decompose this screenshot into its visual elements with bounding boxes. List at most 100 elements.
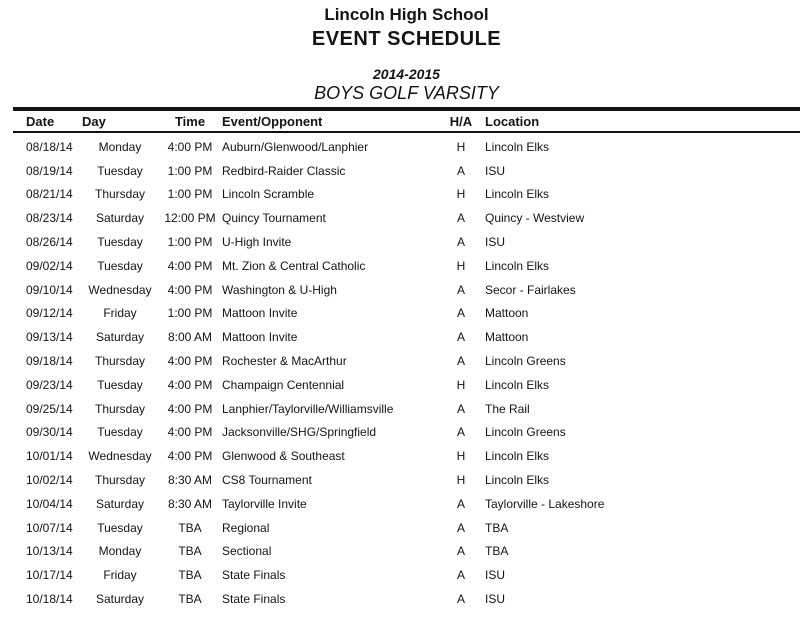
- row-date: 10/17/14: [26, 568, 73, 583]
- column-header-event: Event/Opponent: [222, 113, 323, 129]
- table-row: 10/17/14 Friday TBA State Finals A ISU: [0, 563, 800, 587]
- table-row: 09/10/14 Wednesday 4:00 PM Washington & …: [0, 278, 800, 302]
- row-date: 10/02/14: [26, 473, 73, 488]
- row-time: 8:30 AM: [167, 496, 213, 511]
- row-home-away: A: [456, 330, 465, 345]
- row-event: Auburn/Glenwood/Lanphier: [222, 139, 369, 154]
- row-day: Thursday: [94, 473, 146, 488]
- row-home-away: A: [456, 163, 465, 178]
- row-date: 08/23/14: [26, 211, 73, 226]
- row-location: ISU: [485, 163, 506, 178]
- row-date: 10/07/14: [26, 520, 73, 535]
- row-location: The Rail: [485, 401, 530, 416]
- row-location: Mattoon: [485, 306, 529, 321]
- row-time: 4:00 PM: [167, 401, 213, 416]
- row-location: Lincoln Greens: [485, 354, 566, 369]
- row-time: 1:00 PM: [167, 235, 213, 250]
- table-row: 09/12/14 Friday 1:00 PM Mattoon Invite A…: [0, 302, 800, 326]
- row-home-away: A: [456, 592, 465, 607]
- row-location: Lincoln Elks: [485, 473, 550, 488]
- row-location: ISU: [485, 235, 506, 250]
- row-day: Wednesday: [88, 449, 152, 464]
- row-event: Mattoon Invite: [222, 330, 298, 345]
- row-day: Thursday: [94, 187, 146, 202]
- row-home-away: A: [456, 520, 465, 535]
- row-date: 10/01/14: [26, 449, 73, 464]
- row-location: ISU: [485, 592, 506, 607]
- row-event: Rochester & MacArthur: [222, 354, 347, 369]
- row-time: TBA: [178, 592, 202, 607]
- row-event: U-High Invite: [222, 235, 292, 250]
- table-row: 08/18/14 Monday 4:00 PM Auburn/Glenwood/…: [0, 135, 800, 159]
- row-day: Saturday: [95, 592, 145, 607]
- row-event: Lanphier/Taylorville/Williamsville: [222, 401, 394, 416]
- row-event: State Finals: [222, 592, 286, 607]
- row-time: 4:00 PM: [167, 139, 213, 154]
- row-home-away: H: [456, 377, 466, 392]
- row-time: TBA: [178, 568, 202, 583]
- row-event: Mt. Zion & Central Catholic: [222, 258, 366, 273]
- row-day: Monday: [98, 544, 142, 559]
- document-title: EVENT SCHEDULE: [311, 28, 502, 50]
- row-event: Lincoln Scramble: [222, 187, 315, 202]
- table-row: 09/18/14 Thursday 4:00 PM Rochester & Ma…: [0, 349, 800, 373]
- row-event: Washington & U-High: [222, 282, 337, 297]
- row-date: 09/13/14: [26, 330, 73, 345]
- school-name: Lincoln High School: [324, 5, 489, 24]
- schedule-table-body: 08/18/14 Monday 4:00 PM Auburn/Glenwood/…: [0, 135, 800, 611]
- row-event: Quincy Tournament: [222, 211, 326, 226]
- row-day: Saturday: [95, 330, 145, 345]
- row-time: 1:00 PM: [167, 306, 213, 321]
- table-row: 09/13/14 Saturday 8:00 AM Mattoon Invite…: [0, 325, 800, 349]
- row-time: 1:00 PM: [167, 187, 213, 202]
- table-row: 10/18/14 Saturday TBA State Finals A ISU: [0, 587, 800, 611]
- row-day: Tuesday: [97, 163, 143, 178]
- row-location: Lincoln Elks: [485, 139, 550, 154]
- row-location: Lincoln Elks: [485, 258, 550, 273]
- row-time: 4:00 PM: [167, 449, 213, 464]
- row-time: 4:00 PM: [167, 282, 213, 297]
- row-day: Tuesday: [97, 520, 143, 535]
- row-day: Thursday: [94, 354, 146, 369]
- row-event: Glenwood & Southeast: [222, 449, 345, 464]
- column-header-date: Date: [26, 113, 55, 129]
- table-row: 09/23/14 Tuesday 4:00 PM Champaign Cente…: [0, 373, 800, 397]
- row-event: Redbird-Raider Classic: [222, 163, 346, 178]
- row-location: TBA: [485, 520, 509, 535]
- table-top-rule: [13, 107, 800, 111]
- row-date: 09/02/14: [26, 258, 73, 273]
- row-day: Monday: [98, 139, 142, 154]
- row-day: Tuesday: [97, 377, 143, 392]
- column-header-location: Location: [485, 113, 540, 129]
- row-date: 09/12/14: [26, 306, 73, 321]
- row-event: Champaign Centennial: [222, 377, 345, 392]
- row-location: Secor - Fairlakes: [485, 282, 576, 297]
- table-row: 08/23/14 Saturday 12:00 PM Quincy Tourna…: [0, 206, 800, 230]
- row-day: Tuesday: [97, 425, 143, 440]
- row-home-away: A: [456, 306, 465, 321]
- row-event: Regional: [222, 520, 270, 535]
- row-time: 8:00 AM: [167, 330, 213, 345]
- row-event: Mattoon Invite: [222, 306, 298, 321]
- row-event: CS8 Tournament: [222, 473, 312, 488]
- row-location: Lincoln Elks: [485, 187, 550, 202]
- row-location: Mattoon: [485, 330, 529, 345]
- row-day: Friday: [103, 306, 137, 321]
- row-time: TBA: [178, 544, 202, 559]
- row-time: 4:00 PM: [167, 425, 213, 440]
- row-home-away: A: [456, 544, 465, 559]
- row-time: 12:00 PM: [164, 211, 216, 226]
- row-date: 08/21/14: [26, 187, 73, 202]
- row-event: Jacksonville/SHG/Springfield: [222, 425, 377, 440]
- row-home-away: A: [456, 211, 465, 226]
- column-header-day: Day: [82, 113, 106, 129]
- table-row: 09/30/14 Tuesday 4:00 PM Jacksonville/SH…: [0, 421, 800, 445]
- table-row: 08/19/14 Tuesday 1:00 PM Redbird-Raider …: [0, 159, 800, 183]
- row-date: 09/30/14: [26, 425, 73, 440]
- row-day: Tuesday: [97, 235, 143, 250]
- table-header-row: Date Day Time Event/Opponent H/A Locatio…: [0, 111, 800, 131]
- table-row: 10/04/14 Saturday 8:30 AM Taylorville In…: [0, 492, 800, 516]
- column-header-home-away: H/A: [449, 113, 473, 129]
- row-date: 08/19/14: [26, 163, 73, 178]
- row-date: 09/25/14: [26, 401, 73, 416]
